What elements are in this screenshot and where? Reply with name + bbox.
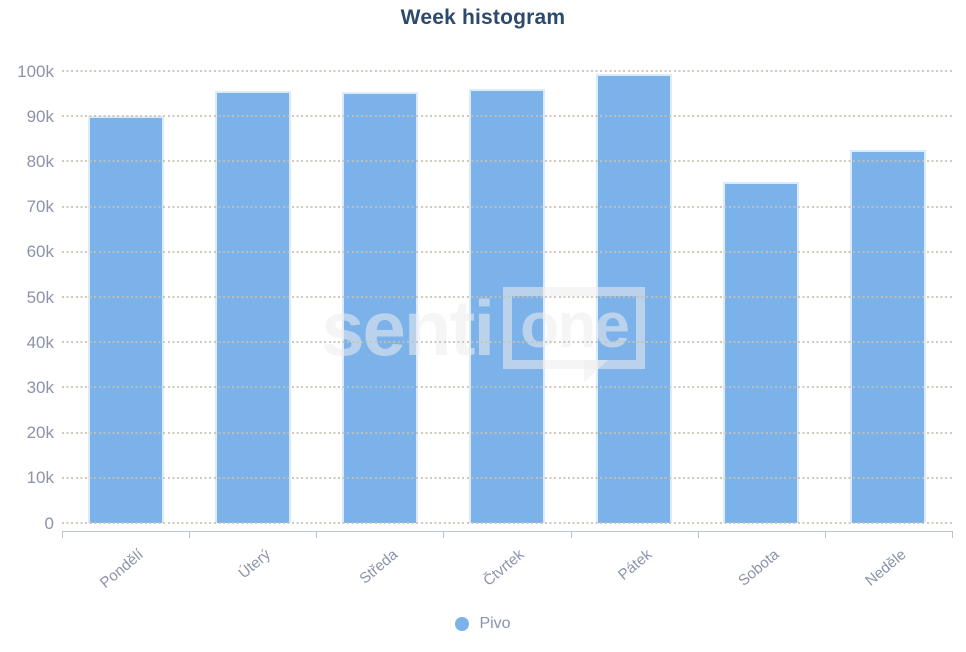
y-axis-tick-label: 60k: [26, 242, 54, 262]
x-axis-tick: [443, 531, 445, 538]
bar-pivo-4[interactable]: [469, 88, 545, 523]
x-axis-tick-label: Pátek: [614, 546, 656, 584]
x-axis-tick-label: Pondělí: [96, 546, 147, 592]
y-axis-tick-label: 40k: [26, 332, 54, 352]
bar-pivo-2[interactable]: [214, 91, 291, 523]
bar-pivo-6[interactable]: [723, 182, 800, 523]
gridline-10k: [62, 476, 952, 479]
gridline-40k: [62, 341, 952, 344]
bar-pivo-5[interactable]: [596, 74, 673, 523]
x-axis-tick: [824, 531, 826, 538]
gridline-30k: [62, 386, 952, 389]
y-axis-tick-label: 10k: [26, 468, 54, 488]
x-axis-tick-label: Čtvrtek: [480, 546, 528, 590]
x-axis-tick: [316, 531, 318, 538]
x-axis-tick: [570, 531, 572, 538]
gridline-90k: [62, 115, 952, 118]
y-axis-tick-label: 70k: [26, 197, 54, 217]
x-axis-tick: [697, 531, 699, 538]
legend-marker-icon: [455, 617, 470, 631]
gridline-20k: [62, 431, 952, 434]
gridline-0: [62, 522, 952, 524]
y-axis-tick-label: 100k: [17, 61, 54, 81]
bar-pivo-3[interactable]: [341, 91, 418, 523]
gridline-80k: [62, 160, 952, 163]
y-axis-tick-label: 0: [44, 513, 54, 533]
legend-label: Pivo: [479, 615, 511, 632]
x-axis-tick: [952, 531, 953, 538]
chart-title: Week histogram: [400, 6, 566, 29]
gridline-60k: [62, 250, 952, 253]
gridline-100k: [62, 70, 952, 72]
legend-item-pivo[interactable]: Pivo: [0, 612, 966, 636]
x-axis-tick: [62, 531, 63, 538]
y-axis-tick-label: 50k: [26, 287, 54, 307]
x-axis-tick: [189, 531, 191, 538]
y-axis-tick-label: 20k: [26, 423, 54, 443]
bar-pivo-1[interactable]: [87, 116, 164, 523]
x-axis-line: [62, 531, 952, 532]
y-axis-tick-label: 30k: [26, 377, 54, 397]
x-axis-tick-label: Úterý: [235, 546, 274, 583]
y-axis-tick-label: 80k: [26, 151, 54, 171]
x-axis-tick-label: Středa: [355, 546, 401, 588]
bar-pivo-7[interactable]: [850, 150, 927, 523]
gridline-70k: [62, 205, 952, 208]
x-axis-tick-label: Sobota: [734, 546, 783, 590]
gridline-50k: [62, 296, 952, 298]
y-axis-tick-label: 90k: [26, 106, 54, 126]
x-axis-tick-label: Neděle: [862, 546, 910, 590]
